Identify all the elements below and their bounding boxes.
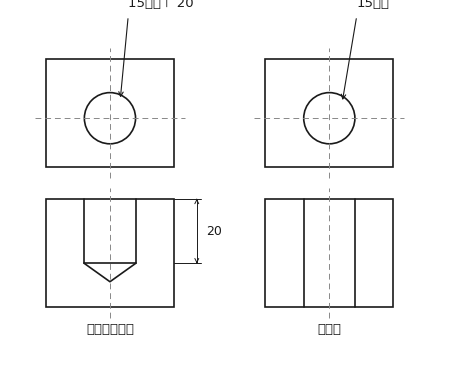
Text: 15キリ: 15キリ — [357, 0, 390, 10]
Text: 15キリ⊤ 20: 15キリ⊤ 20 — [128, 0, 194, 10]
Text: 20: 20 — [206, 225, 222, 238]
Text: 貫通しない穴: 貫通しない穴 — [86, 323, 134, 336]
Text: 貫通穴: 貫通穴 — [317, 323, 341, 336]
